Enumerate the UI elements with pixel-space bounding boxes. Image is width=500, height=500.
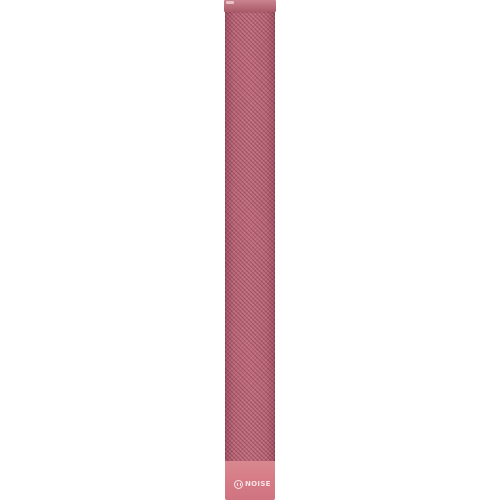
spring-bar-pin	[226, 1, 234, 4]
brand-text: NOISE	[245, 480, 271, 488]
strap-end-cap	[225, 461, 275, 500]
noise-logo-icon	[234, 480, 243, 489]
brand-logo: NOISE	[234, 480, 271, 489]
mesh-strap-band	[225, 12, 275, 462]
strap-connector	[224, 0, 276, 12]
